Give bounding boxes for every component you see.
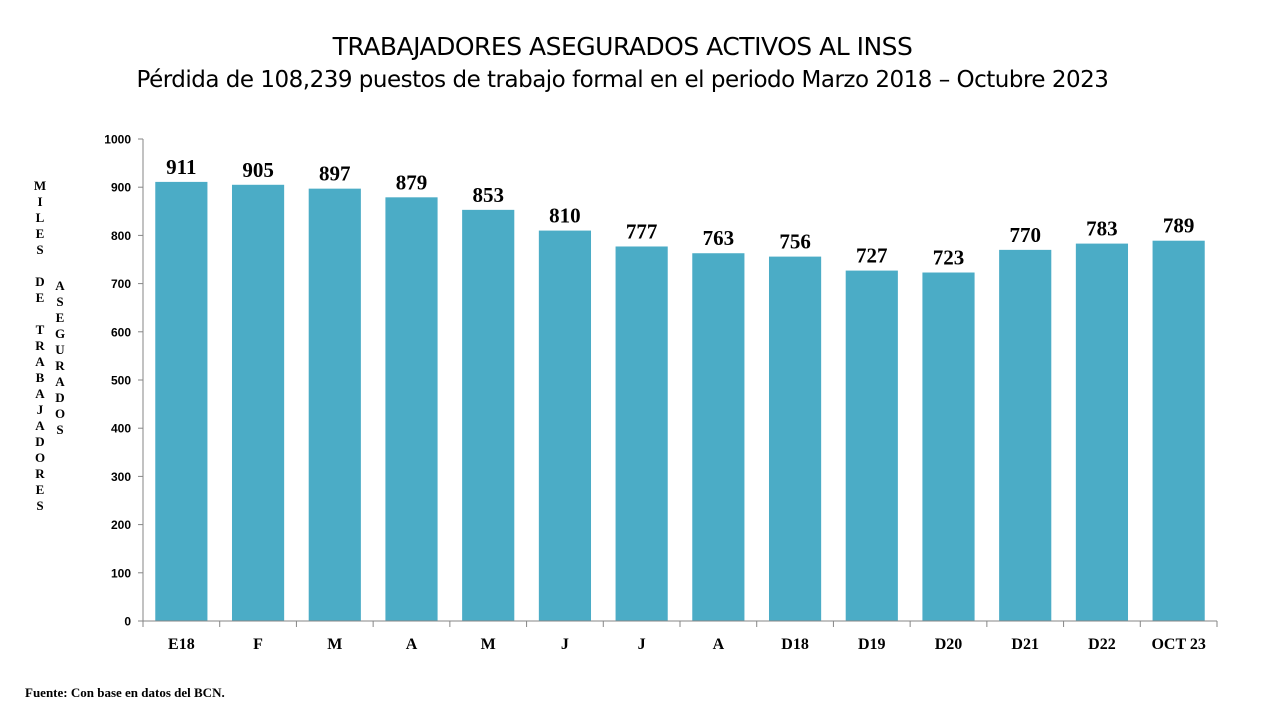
x-tick-label: D21 [1011, 636, 1039, 653]
bar [845, 270, 898, 621]
x-tick-label: E18 [168, 636, 195, 653]
source-note: Fuente: Con base en datos del BCN. [25, 685, 225, 700]
bar [692, 253, 745, 621]
x-tick-label: A [406, 636, 418, 653]
y-axis-label-right-column: A S E G U R A D O S [54, 278, 66, 437]
y-tick-label: 1000 [104, 133, 131, 147]
y-tick-label: 0 [124, 615, 131, 629]
y-tick-label: 100 [111, 566, 131, 580]
bar [922, 272, 975, 621]
data-label: 783 [1086, 217, 1118, 241]
chart-title: TRABAJADORES ASEGURADOS ACTIVOS AL INSS [332, 32, 913, 61]
data-label: 897 [319, 162, 351, 186]
x-tick-label: J [561, 636, 569, 653]
y-tick-label: 300 [111, 470, 131, 484]
x-tick-label: J [638, 636, 646, 653]
y-axis-label-left-column: M I L E S D E T R A B A J A D O R E S [33, 178, 47, 513]
data-label: 853 [472, 183, 504, 207]
bar [1075, 243, 1129, 621]
y-tick-label: 900 [111, 181, 131, 195]
x-tick-label: F [253, 636, 263, 653]
x-tick-label: D20 [935, 636, 963, 653]
data-label: 723 [933, 246, 965, 270]
data-label: 911 [166, 155, 196, 179]
chart-subtitle: Pérdida de 108,239 puestos de trabajo fo… [136, 67, 1109, 93]
x-tick-label: D19 [858, 636, 886, 653]
bar [999, 249, 1052, 622]
y-tick-label: 400 [111, 422, 131, 436]
y-tick-label: 700 [111, 277, 131, 291]
data-label: 879 [396, 170, 428, 194]
data-label: 810 [549, 204, 581, 228]
data-label: 756 [779, 230, 811, 254]
x-tick-label: D22 [1088, 636, 1116, 653]
bar [385, 197, 438, 621]
data-label: 763 [703, 226, 735, 250]
data-label: 727 [856, 244, 888, 268]
bar [308, 188, 361, 621]
y-tick-label: 600 [111, 325, 131, 339]
data-label: 905 [242, 158, 274, 182]
bar [231, 184, 285, 622]
x-tick-label: M [327, 636, 342, 653]
x-tick-label: OCT 23 [1151, 636, 1205, 653]
x-tick-label: D18 [781, 636, 809, 653]
bar [462, 209, 515, 621]
bar [615, 246, 668, 621]
bar [1152, 240, 1205, 621]
data-label: 777 [626, 219, 658, 243]
x-tick-label: M [481, 636, 496, 653]
y-tick-label: 200 [111, 518, 131, 532]
bar [155, 181, 208, 621]
bar [538, 230, 592, 621]
y-tick-label: 800 [111, 229, 131, 243]
x-tick-label: A [713, 636, 725, 653]
bar [768, 256, 822, 621]
y-tick-label: 500 [111, 374, 131, 388]
data-label: 770 [1009, 223, 1041, 247]
data-label: 789 [1163, 214, 1195, 238]
